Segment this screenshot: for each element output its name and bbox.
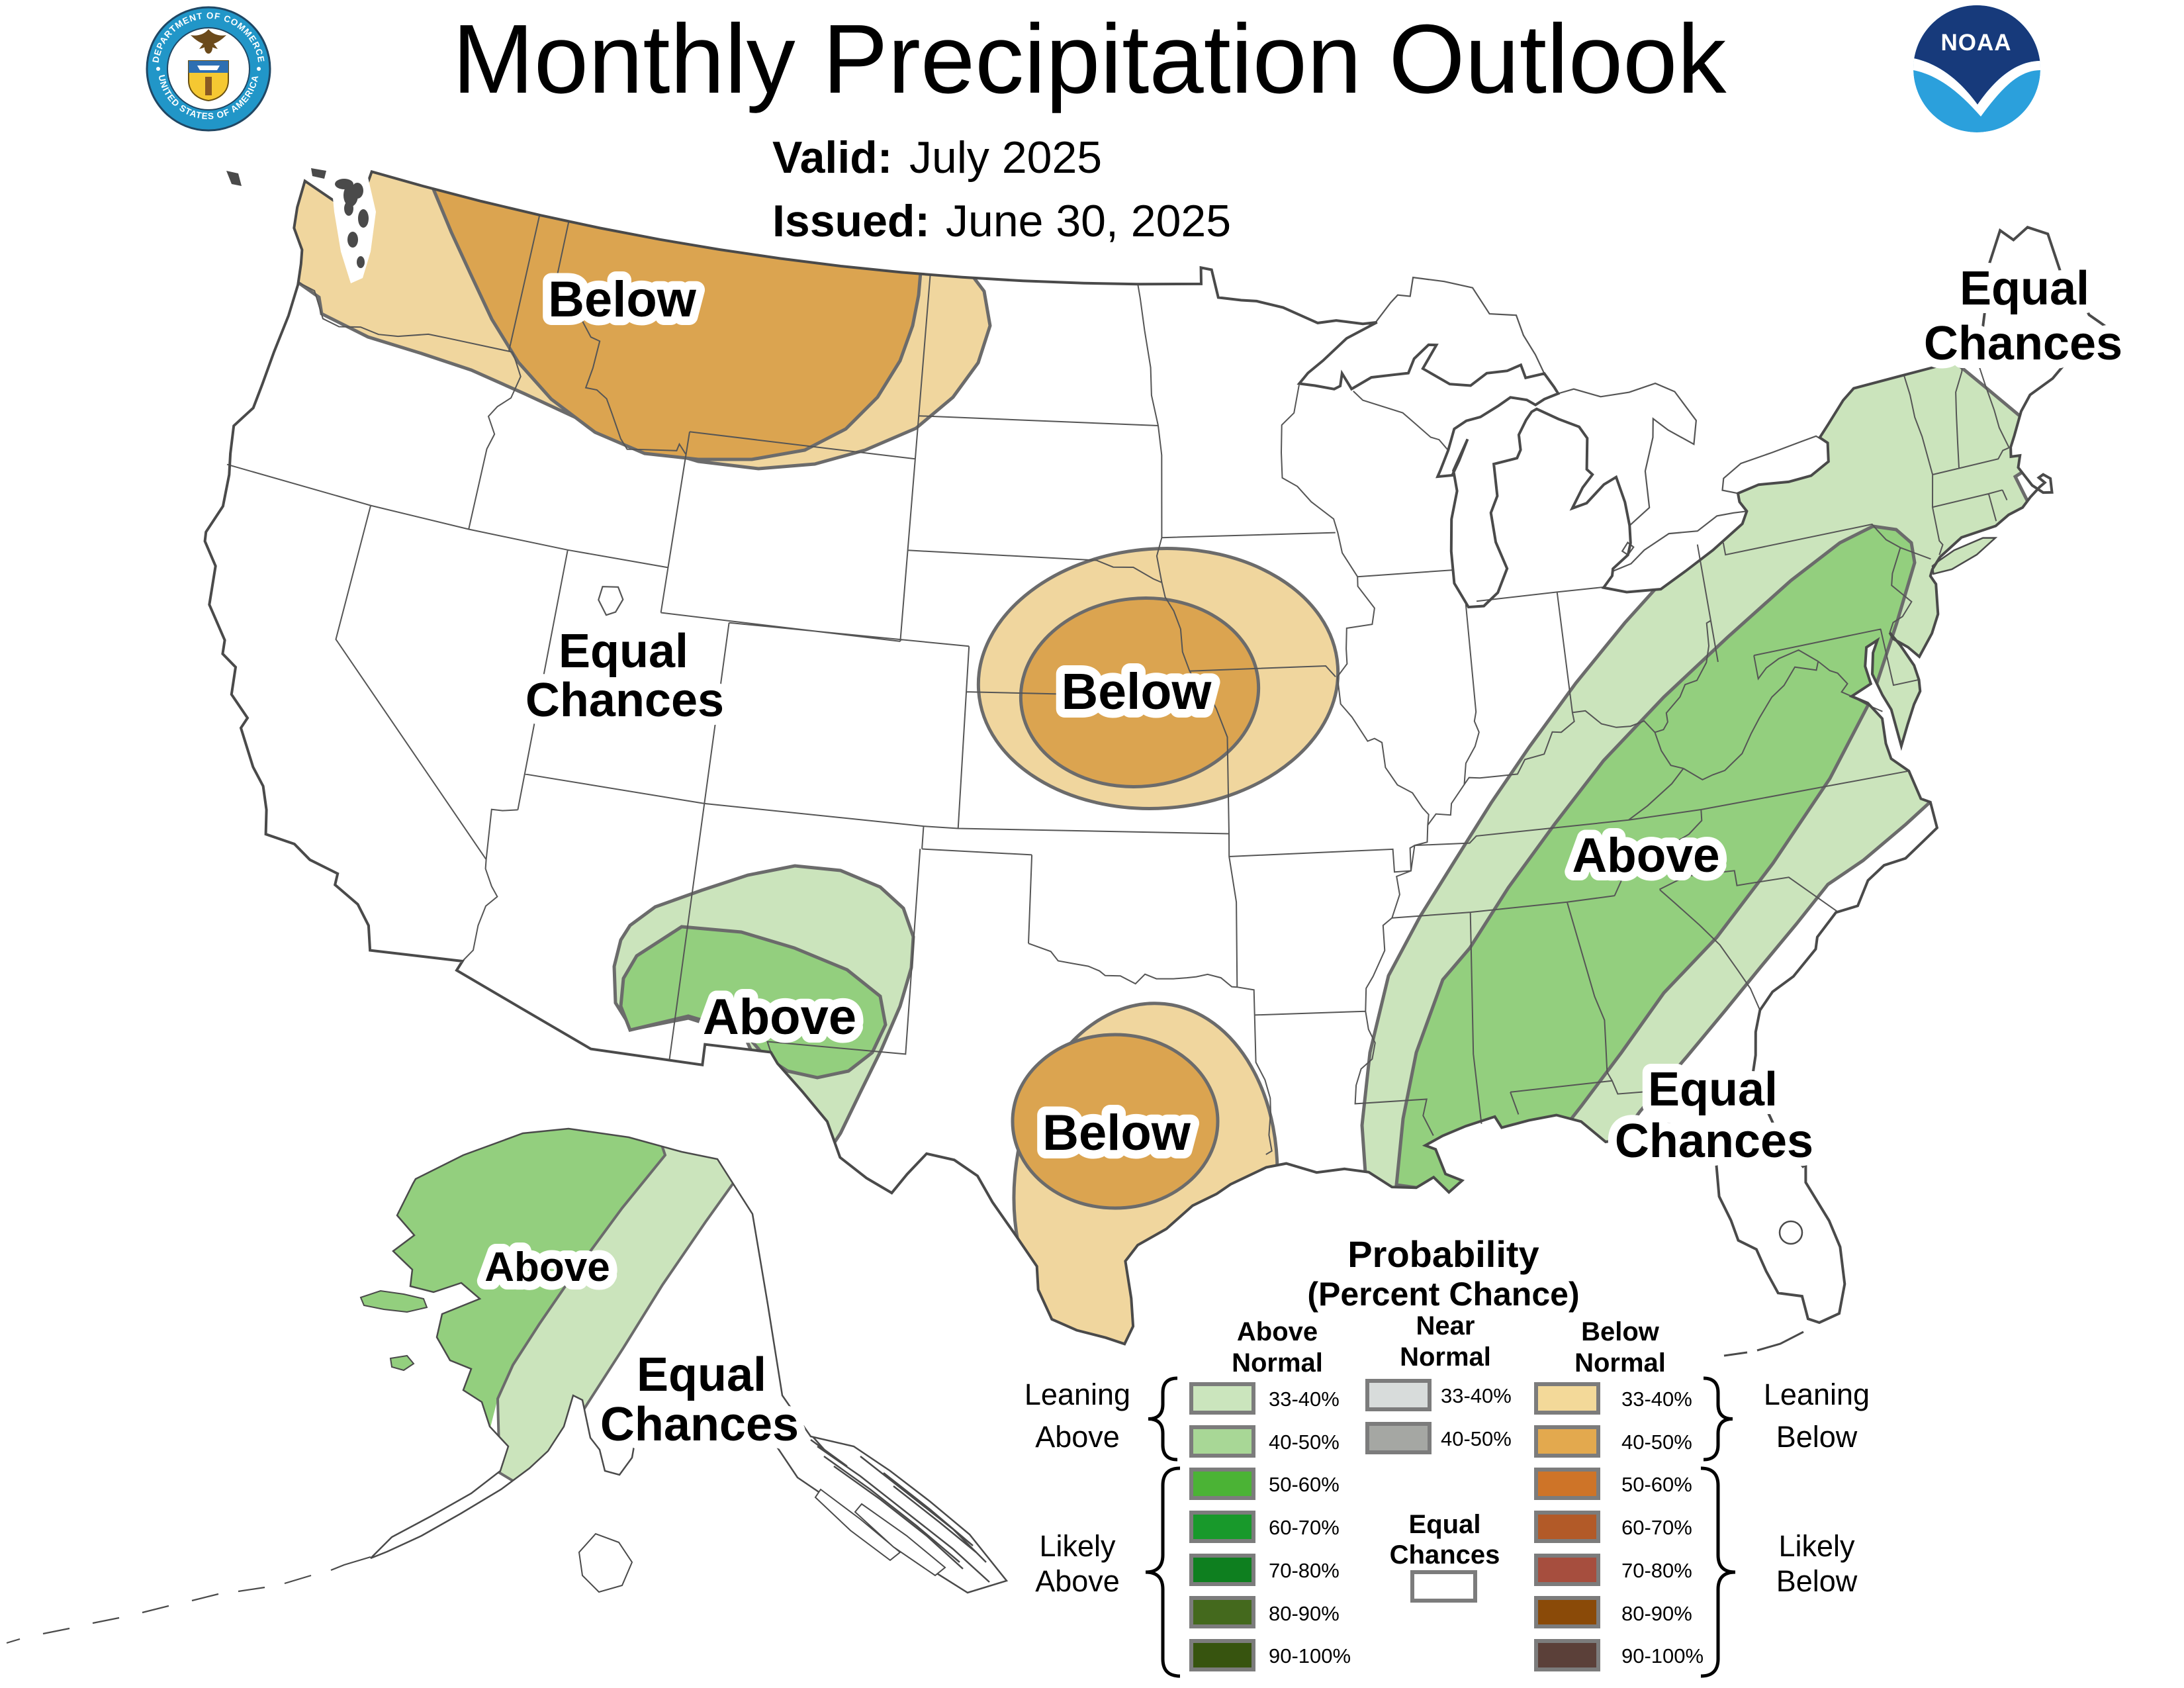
svg-text:50-60%: 50-60% <box>1269 1473 1340 1496</box>
svg-text:60-70%: 60-70% <box>1269 1516 1340 1539</box>
svg-text:Chances: Chances <box>1924 317 2122 370</box>
svg-text:Below: Below <box>1062 663 1212 720</box>
svg-text:Near: Near <box>1416 1311 1475 1340</box>
svg-text:33-40%: 33-40% <box>1441 1384 1512 1407</box>
svg-text:50-60%: 50-60% <box>1621 1473 1692 1496</box>
svg-text:June 30, 2025: June 30, 2025 <box>946 196 1231 246</box>
svg-text:80-90%: 80-90% <box>1621 1602 1692 1625</box>
svg-text:90-100%: 90-100% <box>1621 1644 1704 1667</box>
svg-text:70-80%: 70-80% <box>1269 1559 1340 1582</box>
svg-text:Valid:: Valid: <box>772 132 892 183</box>
svg-text:Issued:: Issued: <box>772 196 930 246</box>
svg-text:80-90%: 80-90% <box>1269 1602 1340 1625</box>
svg-text:Chances: Chances <box>525 674 724 727</box>
svg-text:Equal: Equal <box>1648 1063 1778 1116</box>
svg-text:Likely: Likely <box>1039 1529 1116 1563</box>
svg-text:33-40%: 33-40% <box>1621 1387 1692 1411</box>
svg-text:(Percent Chance): (Percent Chance) <box>1307 1276 1579 1313</box>
svg-text:Below: Below <box>1581 1317 1660 1346</box>
svg-text:Above: Above <box>1572 829 1719 882</box>
svg-text:Normal: Normal <box>1400 1342 1491 1372</box>
svg-text:40-50%: 40-50% <box>1269 1430 1340 1454</box>
svg-text:Equal: Equal <box>637 1348 766 1401</box>
svg-text:Leaning: Leaning <box>1024 1378 1130 1411</box>
svg-text:Above: Above <box>1237 1317 1318 1346</box>
svg-text:Above: Above <box>703 989 856 1045</box>
svg-text:NOAA: NOAA <box>1940 30 2011 56</box>
svg-text:Chances: Chances <box>1390 1540 1500 1570</box>
svg-text:Equal: Equal <box>1960 262 2089 315</box>
svg-text:Normal: Normal <box>1574 1348 1666 1378</box>
svg-text:Below: Below <box>1042 1105 1191 1161</box>
svg-text:Equal: Equal <box>559 625 688 678</box>
svg-text:40-50%: 40-50% <box>1621 1430 1692 1454</box>
svg-text:July 2025: July 2025 <box>909 132 1102 183</box>
svg-text:Monthly Precipitation Outlook: Monthly Precipitation Outlook <box>453 5 1727 114</box>
svg-text:Equal: Equal <box>1409 1510 1481 1539</box>
svg-text:60-70%: 60-70% <box>1621 1516 1692 1539</box>
svg-text:Chances: Chances <box>600 1398 799 1451</box>
svg-text:90-100%: 90-100% <box>1269 1644 1351 1667</box>
svg-text:Likely: Likely <box>1778 1529 1855 1563</box>
svg-text:Above: Above <box>484 1244 610 1290</box>
svg-text:Below: Below <box>548 271 697 328</box>
svg-text:Probability: Probability <box>1347 1233 1539 1275</box>
svg-text:Normal: Normal <box>1232 1348 1323 1378</box>
svg-text:40-50%: 40-50% <box>1441 1427 1512 1450</box>
svg-text:Leaning: Leaning <box>1764 1378 1870 1411</box>
svg-text:70-80%: 70-80% <box>1621 1559 1692 1582</box>
svg-text:Chances: Chances <box>1615 1115 1813 1168</box>
svg-text:Below: Below <box>1776 1420 1858 1454</box>
svg-text:Below: Below <box>1776 1564 1858 1598</box>
svg-text:Above: Above <box>1035 1420 1120 1454</box>
svg-text:Above: Above <box>1035 1564 1120 1598</box>
svg-text:33-40%: 33-40% <box>1269 1387 1340 1411</box>
